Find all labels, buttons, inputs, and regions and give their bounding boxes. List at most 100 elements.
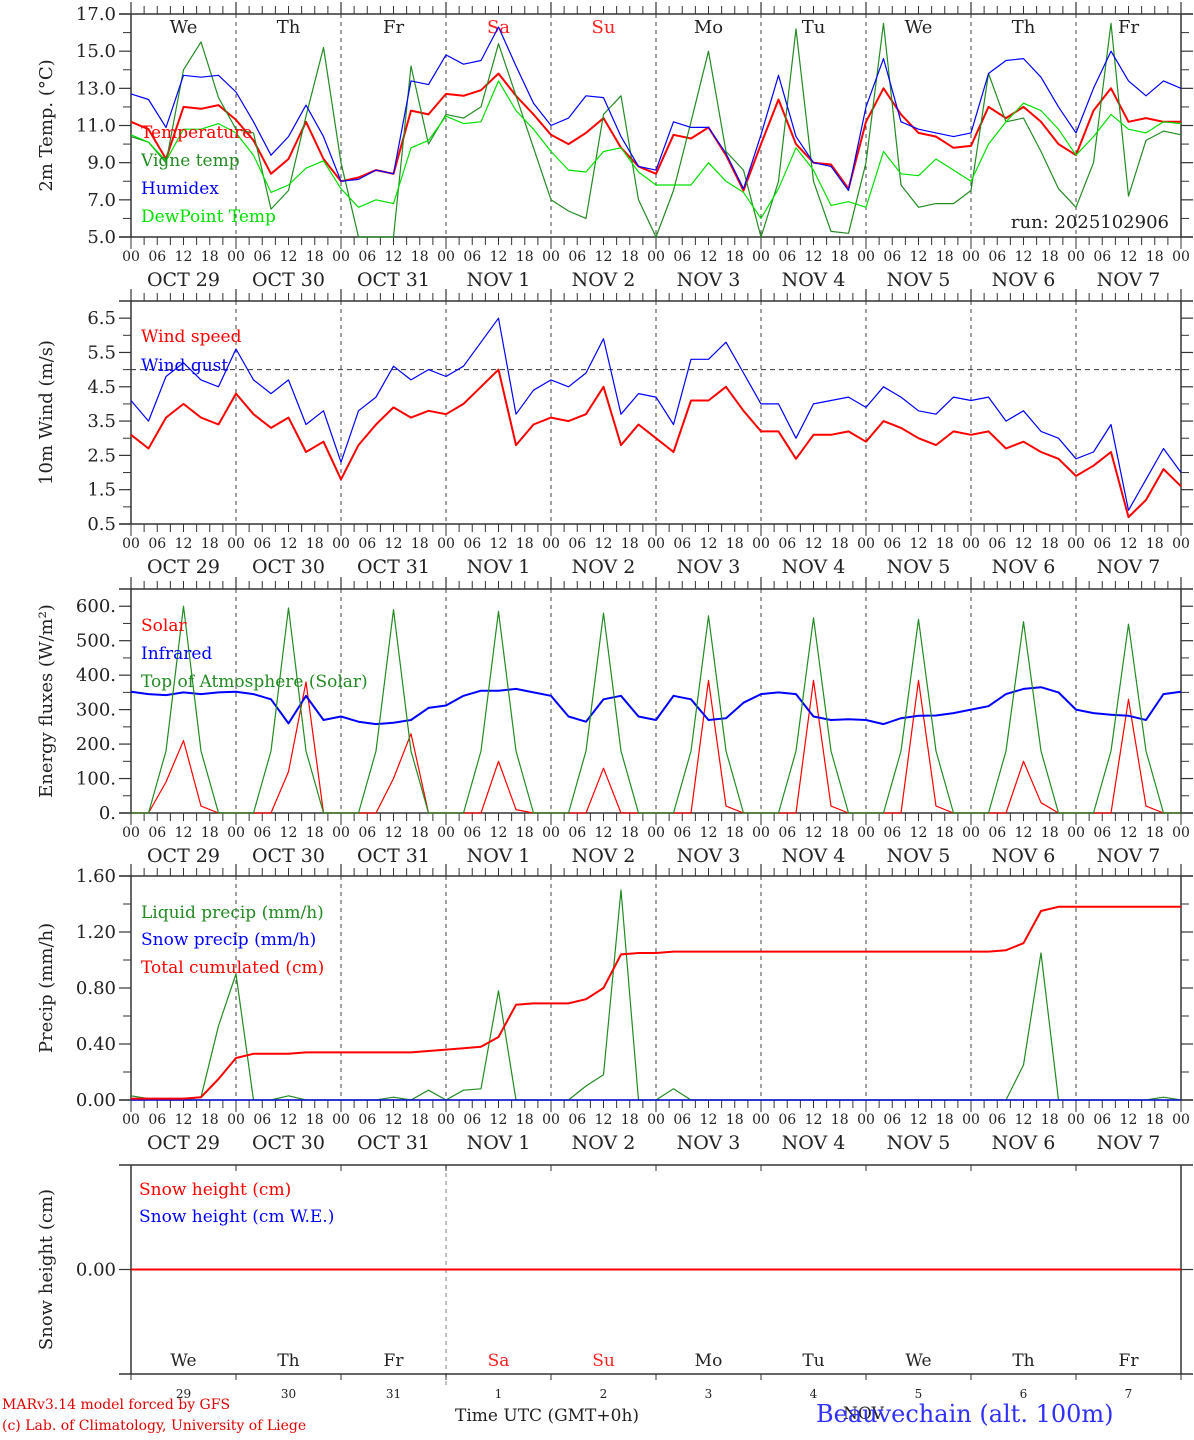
y-tick-label: 200. <box>76 734 116 755</box>
hour-tick-label: 06 <box>883 249 901 265</box>
hour-tick-label: 00 <box>752 536 770 552</box>
hour-tick-label: 00 <box>857 825 875 841</box>
legend-entry: Snow height (cm) <box>139 1180 291 1200</box>
hour-tick-label: 12 <box>1015 249 1033 265</box>
day-name: Th <box>277 17 301 38</box>
hour-tick-label: 06 <box>568 1112 586 1128</box>
date-label: NOV 2 <box>572 269 636 291</box>
hour-tick-label: 12 <box>385 1112 403 1128</box>
hour-tick-label: 00 <box>122 249 140 265</box>
hour-tick-label: 00 <box>647 536 665 552</box>
hour-tick-label: 00 <box>752 249 770 265</box>
y-tick-label: 0.00 <box>76 1260 116 1281</box>
hour-tick-label: 12 <box>1015 536 1033 552</box>
hour-tick-label: 18 <box>1146 1112 1164 1128</box>
hour-tick-label: 12 <box>910 249 928 265</box>
hour-tick-label: 12 <box>700 825 718 841</box>
y-tick-label: 100. <box>76 769 116 790</box>
snow-day-name: Th <box>277 1351 299 1371</box>
hour-tick-label: 12 <box>280 825 298 841</box>
month-label: NOV <box>843 1404 884 1424</box>
hour-tick-label: 00 <box>122 825 140 841</box>
run-annotation: run: 2025102906 <box>1011 212 1169 233</box>
y-tick-label: 4.5 <box>87 377 116 398</box>
hour-tick-label: 18 <box>831 536 849 552</box>
date-label: NOV 2 <box>572 1132 636 1154</box>
legend-entry: Solar <box>141 616 187 636</box>
snow-day-name: Sa <box>488 1351 510 1371</box>
hour-tick-label: 12 <box>1120 825 1138 841</box>
hour-tick-label: 00 <box>122 1112 140 1128</box>
legend-entry: Snow height (cm W.E.) <box>139 1207 334 1227</box>
snow-day-name: Fr <box>1119 1351 1140 1371</box>
series-line-wind-gust <box>130 317 1182 511</box>
hour-tick-label: 18 <box>411 825 429 841</box>
hour-tick-label: 00 <box>332 1112 350 1128</box>
day-number: 5 <box>915 1387 923 1401</box>
hour-tick-label: 12 <box>175 825 193 841</box>
hour-tick-label: 06 <box>253 825 271 841</box>
y-tick-label: 1.60 <box>76 866 116 887</box>
hour-tick-label: 00 <box>332 825 350 841</box>
date-label: NOV 7 <box>1097 1132 1161 1154</box>
y-axis-label: 10m Wind (m/s) <box>36 340 57 485</box>
date-label: NOV 3 <box>677 269 741 291</box>
hour-tick-label: 06 <box>988 825 1006 841</box>
y-tick-label: 400. <box>76 665 116 686</box>
date-label: NOV 4 <box>782 845 846 867</box>
hour-tick-label: 06 <box>253 1112 271 1128</box>
date-label: NOV 4 <box>782 1132 846 1154</box>
series-line-solar <box>131 679 1181 814</box>
date-label: NOV 7 <box>1097 845 1161 867</box>
hour-tick-label: 18 <box>621 249 639 265</box>
y-tick-label: 5.5 <box>87 342 116 363</box>
date-label: NOV 3 <box>677 1132 741 1154</box>
hour-tick-label: 12 <box>910 1112 928 1128</box>
day-name: Th <box>1012 17 1036 38</box>
y-tick-label: 0.80 <box>76 978 116 999</box>
y-tick-label: 1.5 <box>87 480 116 501</box>
hour-tick-label: 00 <box>227 536 245 552</box>
hour-tick-label: 00 <box>437 825 455 841</box>
day-number: 31 <box>386 1387 401 1401</box>
panel-wind: 0.5 1.5 2.5 3.5 4.5 5.5 6.5 10m Wind (m/s) 00 06 1… <box>36 289 1193 578</box>
hour-tick-label: 06 <box>1093 1112 1111 1128</box>
hour-tick-label: 06 <box>883 1112 901 1128</box>
hour-tick-label: 18 <box>936 1112 954 1128</box>
hour-tick-label: 06 <box>1093 825 1111 841</box>
hour-tick-label: 00 <box>752 825 770 841</box>
hour-tick-label: 18 <box>936 536 954 552</box>
hour-tick-label: 00 <box>857 249 875 265</box>
hour-tick-label: 12 <box>385 249 403 265</box>
hour-tick-label: 06 <box>673 825 691 841</box>
date-label: OCT 30 <box>252 269 325 291</box>
series-line-temperature <box>130 72 1181 192</box>
x-axis-title: Time UTC (GMT+0h) <box>455 1406 640 1426</box>
y-tick-label: 7.0 <box>87 190 116 211</box>
hour-tick-label: 00 <box>542 536 560 552</box>
y-tick-label: 9.0 <box>87 153 116 174</box>
hour-tick-label: 06 <box>883 825 901 841</box>
hour-tick-label: 12 <box>385 536 403 552</box>
hour-tick-label: 18 <box>726 825 744 841</box>
hour-tick-label: 18 <box>936 249 954 265</box>
hour-tick-label: 06 <box>253 249 271 265</box>
hour-tick-label: 06 <box>463 536 481 552</box>
date-label: NOV 5 <box>887 845 951 867</box>
hour-tick-label: 00 <box>122 536 140 552</box>
hour-tick-label: 12 <box>1120 1112 1138 1128</box>
date-label: NOV 4 <box>782 269 846 291</box>
day-number: 3 <box>705 1387 713 1401</box>
hour-tick-label: 18 <box>306 825 324 841</box>
hour-tick-label: 06 <box>463 1112 481 1128</box>
hour-tick-label: 06 <box>148 249 166 265</box>
date-label: NOV 6 <box>992 1132 1056 1154</box>
hour-tick-label: 18 <box>201 249 219 265</box>
panel-precip: 0.00 0.40 0.80 1.20 1.60 Precip (mm/h) 00 06 12 1… <box>36 864 1193 1154</box>
hour-tick-label: 12 <box>805 249 823 265</box>
y-tick-label: 3.5 <box>87 411 116 432</box>
hour-tick-label: 00 <box>1067 249 1085 265</box>
hour-tick-label: 00 <box>437 536 455 552</box>
day-number: 29 <box>176 1387 191 1401</box>
